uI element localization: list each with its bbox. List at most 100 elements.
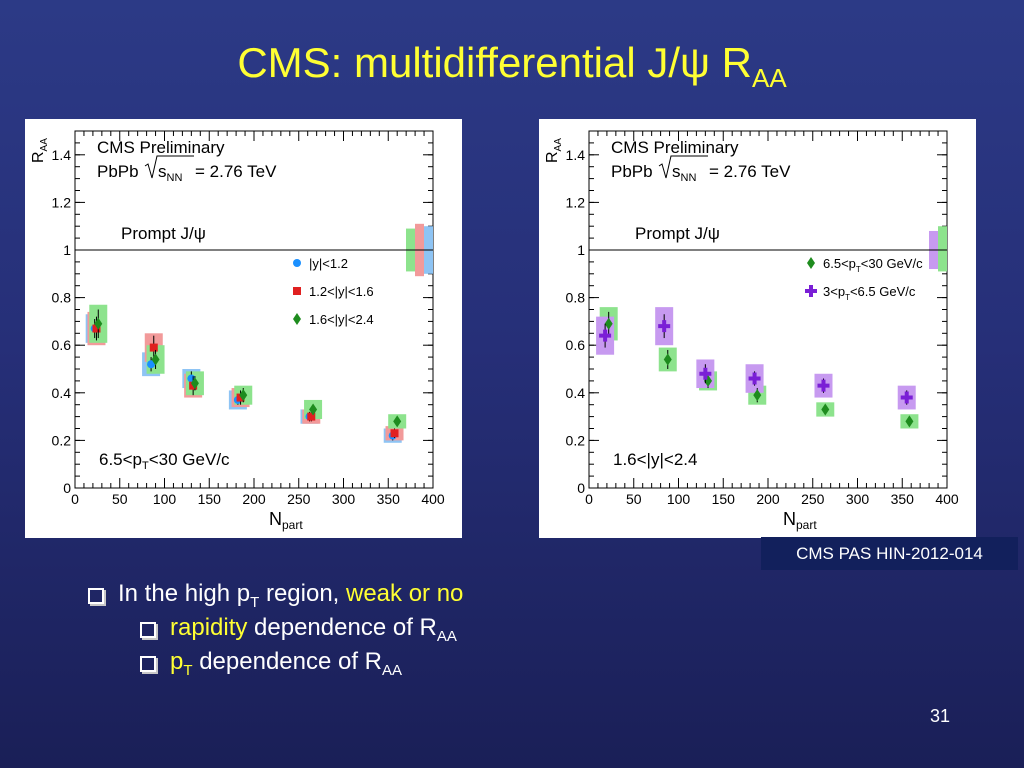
data-point — [239, 389, 248, 402]
data-point — [151, 353, 160, 366]
x-tick-label: 0 — [71, 491, 79, 507]
x-tick-label: 200 — [756, 491, 780, 507]
bullet-item: In the high pT region, weak or no — [88, 578, 463, 612]
data-point — [190, 377, 199, 390]
x-tick-label: 200 — [242, 491, 266, 507]
page-number: 31 — [930, 706, 951, 726]
bullet-highlight: rapidity — [170, 613, 248, 641]
x-tick-label: 250 — [287, 491, 311, 507]
bullet-text-part: region, — [259, 579, 346, 607]
data-point — [92, 324, 101, 333]
energy-value: = 2.76 TeV — [709, 162, 791, 181]
y-tick-label: 0.8 — [566, 290, 586, 306]
y-tick-label: 0.2 — [52, 432, 72, 448]
data-point — [94, 317, 103, 330]
y-tick-label: 1.4 — [52, 147, 72, 163]
legend-marker — [293, 259, 301, 267]
y-tick-label: 0.4 — [52, 385, 72, 401]
energy-label: PbPb — [611, 162, 653, 181]
legend-label: |y|<1.2 — [309, 256, 348, 271]
bullet-list: In the high pT region, weak or no rapidi… — [88, 578, 463, 680]
raa-pt-plot: 0 50 100 150 200 250 300 350 400 0 0.2 0.4 0.6 0.8 1 1.… — [539, 119, 976, 538]
y-tick-label: 1 — [63, 242, 71, 258]
x-tick-label: 300 — [846, 491, 870, 507]
bullet-subitem: pT dependence of RAA — [140, 646, 463, 680]
data-point — [307, 412, 316, 421]
x-tick-label: 400 — [935, 491, 959, 507]
bullet-highlight: p — [170, 647, 184, 675]
global-uncertainty-band — [938, 226, 947, 272]
chart-svg: 0 50 100 150 200 250 300 350 400 0 0.2 0.4 0.6 0.8 1 1.… — [30, 130, 445, 532]
y-tick-label: 0.6 — [52, 337, 72, 353]
data-point — [699, 367, 712, 380]
plot-frame — [588, 130, 948, 489]
y-tick-label: 1.4 — [566, 147, 586, 163]
checkbox-bullet-icon — [140, 656, 156, 672]
bullet-text-subscript: AA — [436, 627, 457, 645]
data-point — [393, 415, 402, 428]
energy-label: PbPb — [97, 162, 139, 181]
data-point — [753, 389, 762, 402]
y-tick-label: 1.2 — [566, 194, 586, 210]
x-tick-label: 100 — [153, 491, 177, 507]
y-axis-title: RAA — [30, 138, 50, 163]
energy-symbol: sNN — [158, 162, 182, 184]
data-point — [821, 403, 830, 416]
x-axis-title: Npart — [783, 509, 817, 532]
kinematic-cut-label: 1.6<|y|<2.4 — [613, 450, 697, 469]
sqrt-icon — [658, 155, 708, 179]
x-tick-label: 50 — [626, 491, 642, 507]
bullet-text-part: In the high p — [118, 579, 251, 607]
x-tick-label: 150 — [712, 491, 736, 507]
legend-label: 6.5<pT<30 GeV/c — [823, 256, 923, 274]
data-point — [604, 317, 613, 330]
y-tick-label: 1 — [577, 242, 585, 258]
checkbox-bullet-icon — [140, 622, 156, 638]
data-point — [905, 415, 914, 428]
legend-label: 1.6<|y|<2.4 — [309, 312, 374, 327]
x-tick-label: 300 — [332, 491, 356, 507]
legend-marker — [807, 257, 815, 269]
reference-label: CMS PAS HIN-2012-014 — [761, 537, 1018, 570]
kinematic-cut-label: 6.5<pT<30 GeV/c — [99, 450, 230, 472]
checkbox-bullet-icon — [88, 588, 104, 604]
energy-value: = 2.76 TeV — [195, 162, 277, 181]
slide-title-subscript: AA — [751, 63, 787, 93]
data-point — [390, 429, 399, 438]
chart-svg: 0 50 100 150 200 250 300 350 400 0 0.2 0.4 0.6 0.8 1 1.… — [544, 130, 959, 532]
bullet-text: pT dependence of RAA — [170, 648, 402, 679]
bullet-text: In the high pT region, weak or no — [118, 580, 463, 611]
energy-symbol: sNN — [672, 162, 696, 184]
reference-text: CMS PAS HIN-2012-014 — [796, 543, 983, 563]
y-tick-label: 0 — [63, 480, 71, 496]
data-point — [900, 391, 913, 404]
x-tick-label: 0 — [585, 491, 593, 507]
x-tick-label: 50 — [112, 491, 128, 507]
data-point — [309, 403, 318, 416]
bullet-text-subscript: AA — [382, 661, 403, 679]
data-point — [599, 329, 612, 342]
raa-rapidity-plot: 0 50 100 150 200 250 300 350 400 0 0.2 0.4 0.6 0.8 1 1.… — [25, 119, 462, 538]
y-axis-title: RAA — [544, 138, 564, 163]
chart-header: CMS Preliminary — [97, 138, 225, 157]
legend-label: 3<pT<6.5 GeV/c — [823, 284, 916, 302]
data-point — [147, 360, 156, 369]
particle-tag: Prompt J/ψ — [121, 224, 206, 243]
bullet-text-part: dependence of R — [247, 613, 437, 641]
data-point — [817, 379, 830, 392]
plot-frame — [74, 130, 434, 489]
x-tick-label: 150 — [198, 491, 222, 507]
sqrt-icon — [144, 155, 194, 179]
legend-marker — [805, 285, 817, 297]
data-point — [748, 372, 761, 385]
data-point — [663, 353, 672, 366]
y-tick-label: 0.4 — [566, 385, 586, 401]
x-tick-label: 350 — [891, 491, 915, 507]
bullet-highlight-subscript: T — [183, 661, 193, 679]
particle-tag: Prompt J/ψ — [635, 224, 720, 243]
x-tick-label: 350 — [377, 491, 401, 507]
bullet-text: rapidity dependence of RAA — [170, 614, 457, 645]
y-tick-label: 0 — [577, 480, 585, 496]
x-tick-label: 100 — [667, 491, 691, 507]
y-tick-label: 1.2 — [52, 194, 72, 210]
